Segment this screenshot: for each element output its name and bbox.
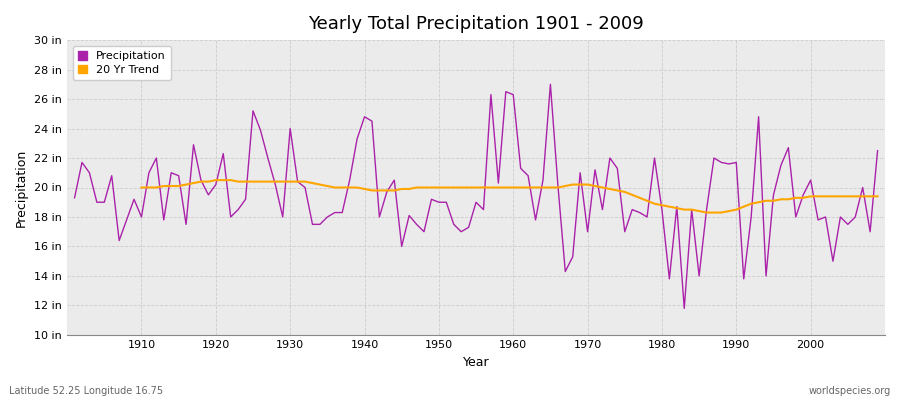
Text: worldspecies.org: worldspecies.org bbox=[809, 386, 891, 396]
Legend: Precipitation, 20 Yr Trend: Precipitation, 20 Yr Trend bbox=[73, 46, 171, 80]
Y-axis label: Precipitation: Precipitation bbox=[15, 148, 28, 227]
Text: Latitude 52.25 Longitude 16.75: Latitude 52.25 Longitude 16.75 bbox=[9, 386, 163, 396]
Title: Yearly Total Precipitation 1901 - 2009: Yearly Total Precipitation 1901 - 2009 bbox=[308, 15, 644, 33]
X-axis label: Year: Year bbox=[463, 356, 490, 369]
